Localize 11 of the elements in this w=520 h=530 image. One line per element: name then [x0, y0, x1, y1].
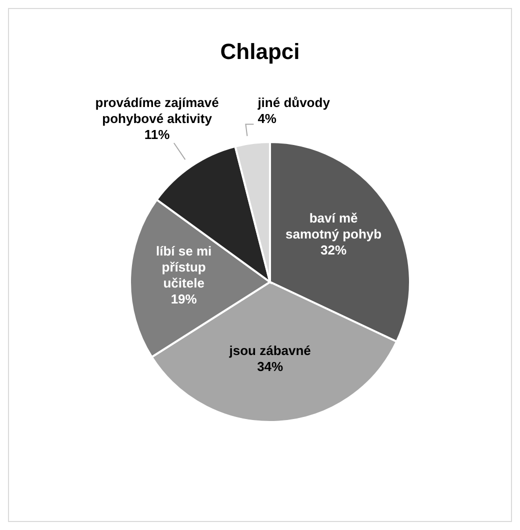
slice-label: provádíme zajímavé pohybové aktivity [95, 95, 219, 126]
data-label: 19% [170, 291, 198, 306]
slice-label: jiné důvody [256, 95, 331, 110]
chart-title: Chlapci [219, 39, 301, 65]
data-label: 11% [144, 127, 170, 142]
data-label: 4% [258, 111, 277, 126]
slice-label: líbí se mi přístup učitele [156, 243, 212, 290]
slice-label: jsou zábavné [228, 343, 311, 358]
slice-label: baví mě samotný pohyb [286, 210, 382, 242]
data-label: 32% [320, 242, 348, 258]
data-label: 34% [257, 359, 284, 374]
